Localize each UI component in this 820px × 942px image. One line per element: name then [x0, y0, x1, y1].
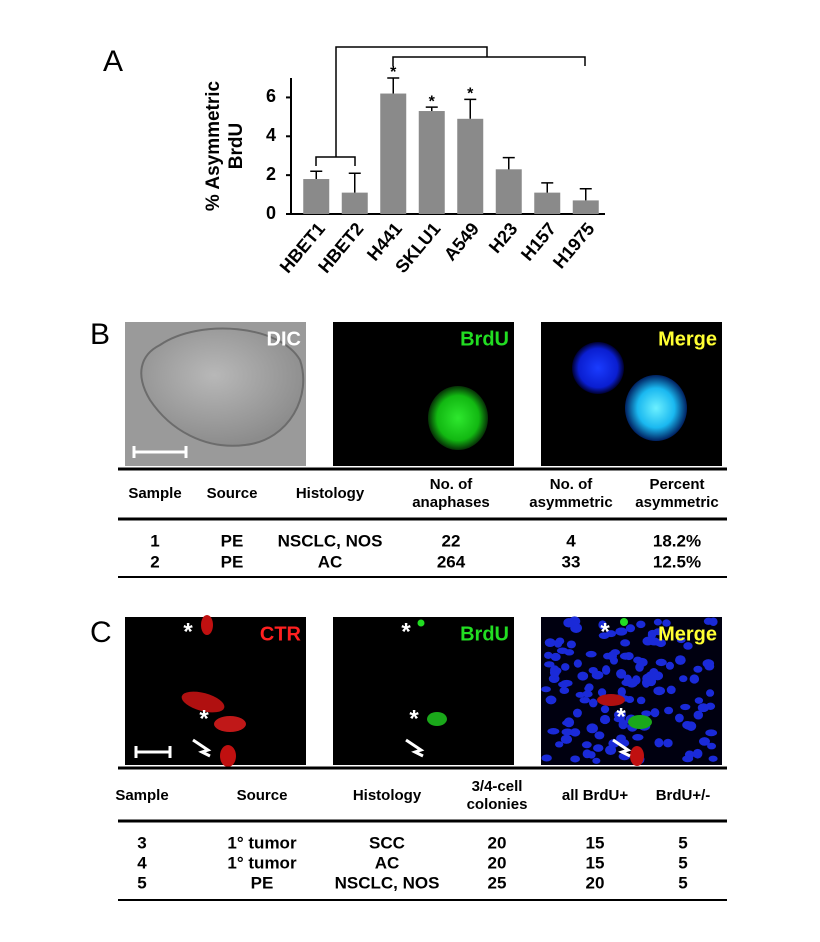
x-tick-label: H1975	[549, 219, 598, 272]
table-header: Histology	[296, 485, 365, 502]
error-bar	[348, 172, 361, 193]
cell-marker: *	[183, 618, 193, 645]
bar	[457, 118, 484, 214]
table-header: colonies	[467, 796, 528, 813]
error-bar	[579, 187, 592, 201]
error-bar	[502, 156, 515, 170]
table-cell: 3	[137, 833, 146, 852]
x-tick-label: A549	[440, 219, 483, 265]
table-header: asymmetric	[635, 494, 718, 511]
table-cell: AC	[318, 552, 343, 571]
table-cell: 15	[586, 833, 605, 852]
micrograph-brdu-c	[333, 617, 514, 765]
table-header: BrdU+/-	[656, 787, 711, 804]
table-header: Histology	[353, 787, 422, 804]
table-cell: 1° tumor	[227, 853, 297, 872]
table-cell: SCC	[369, 833, 405, 852]
table-cell: 22	[442, 531, 461, 550]
image-label: CTR	[260, 623, 302, 645]
table-cell: 4	[566, 531, 576, 550]
bar	[380, 93, 407, 214]
error-bar	[387, 77, 400, 94]
y-tick-label: 6	[266, 86, 276, 106]
table-header: Sample	[115, 787, 168, 804]
significance-marker: *	[467, 86, 474, 103]
bar	[341, 192, 368, 214]
significance-brackets	[315, 46, 586, 166]
table-cell: 20	[488, 853, 507, 872]
micrograph-merge	[541, 322, 722, 466]
table-cell: 20	[488, 833, 507, 852]
image-label: DIC	[267, 328, 301, 350]
micrograph-brdu	[333, 322, 514, 466]
table-cell: PE	[251, 873, 274, 892]
table-header: No. of	[430, 476, 473, 493]
micrograph-dic	[125, 322, 306, 466]
y-tick-label: 2	[266, 164, 276, 184]
table-header: all BrdU+	[562, 787, 629, 804]
significance-marker: *	[390, 64, 397, 81]
micrograph-ctr	[125, 615, 306, 767]
table-cell: 18.2%	[653, 531, 701, 550]
micrograph-merge-c	[541, 616, 722, 766]
table-header: 3/4-cell	[472, 778, 523, 795]
table-header: Percent	[649, 476, 704, 493]
error-bar	[425, 106, 438, 112]
table-header: Source	[207, 485, 258, 502]
table-cell: 1	[150, 531, 159, 550]
table-cell: 5	[678, 853, 687, 872]
table-cell: PE	[221, 531, 244, 550]
table-cell: 5	[678, 873, 687, 892]
cell-marker: *	[199, 705, 209, 732]
x-tick-label: H23	[485, 219, 522, 257]
table-cell: 12.5%	[653, 552, 701, 571]
image-label: Merge	[658, 328, 717, 350]
table-cell: 264	[437, 552, 466, 571]
table-cell: PE	[221, 552, 244, 571]
image-label: BrdU	[460, 328, 509, 350]
table-cell: NSCLC, NOS	[335, 873, 440, 892]
table-header: No. of	[550, 476, 593, 493]
panel-label: B	[90, 318, 110, 351]
y-axis-label: % Asymmetric	[203, 80, 224, 211]
cell-marker: *	[409, 705, 419, 732]
error-bar	[310, 170, 323, 180]
y-tick-label: 0	[266, 203, 276, 223]
table-cell: 5	[137, 873, 146, 892]
cell-marker: *	[600, 618, 610, 645]
table-header: Source	[237, 787, 288, 804]
image-label: BrdU	[460, 623, 509, 645]
table-cell: 25	[488, 873, 507, 892]
panel-label: C	[90, 616, 112, 649]
bar	[572, 200, 599, 214]
table-header: anaphases	[412, 494, 490, 511]
table-cell: 15	[586, 853, 605, 872]
cell-marker: *	[401, 618, 411, 645]
table-header: Sample	[128, 485, 181, 502]
cell-marker: *	[616, 703, 626, 730]
bar	[418, 111, 445, 214]
bar	[303, 179, 330, 214]
error-bar	[541, 182, 554, 193]
y-tick-label: 4	[266, 125, 276, 145]
significance-marker: *	[429, 93, 436, 110]
error-bar	[464, 98, 477, 119]
table-cell: 1° tumor	[227, 833, 297, 852]
table-cell: 33	[562, 552, 581, 571]
table-cell: 4	[137, 853, 147, 872]
bar	[534, 192, 561, 214]
table-header: asymmetric	[529, 494, 612, 511]
table-cell: 5	[678, 833, 687, 852]
table-rules	[118, 467, 727, 901]
table-cell: AC	[375, 853, 400, 872]
table-cell: NSCLC, NOS	[278, 531, 383, 550]
table-cell: 2	[150, 552, 159, 571]
table-cell: 20	[586, 873, 605, 892]
y-axis-label: BrdU	[226, 123, 247, 169]
bar	[495, 169, 522, 214]
panel-label: A	[103, 45, 123, 78]
image-label: Merge	[658, 623, 717, 645]
